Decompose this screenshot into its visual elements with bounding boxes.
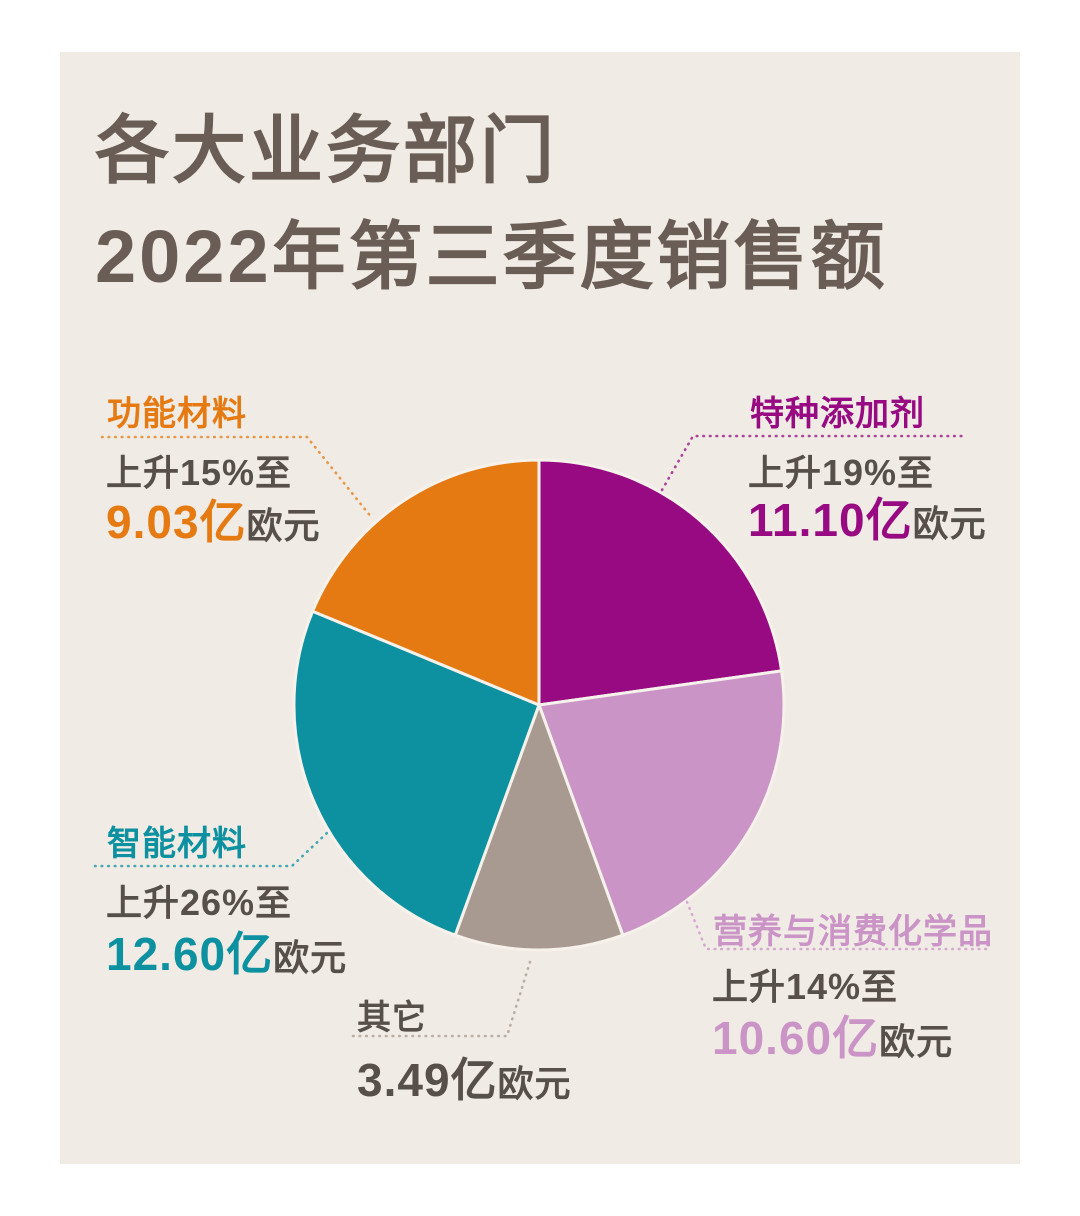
- amount-value: 3.49亿: [357, 1054, 498, 1106]
- callout-change-smart-materials: 上升26%至: [106, 882, 293, 923]
- pie-slices: [292, 458, 786, 952]
- amount-value: 11.10亿: [748, 494, 913, 546]
- pie-slice-functional-materials: [311, 458, 541, 707]
- callout-label-specialty-additives: 特种添加剂: [750, 395, 925, 433]
- callout-label-smart-materials: 智能材料: [107, 825, 247, 863]
- callout-amount-specialty-additives: 11.10亿欧元: [748, 484, 987, 550]
- pie-slice-specialty-additives: [537, 458, 784, 707]
- callout-amount-other: 3.49亿欧元: [357, 1044, 572, 1110]
- callout-label-functional-materials: 功能材料: [107, 395, 247, 433]
- callout-label-other: 其它: [357, 999, 427, 1037]
- callout-amount-nutrition-consumer-chemicals: 10.60亿欧元: [712, 1002, 953, 1068]
- callout-amount-smart-materials: 12.60亿欧元: [106, 918, 347, 984]
- amount-value: 12.60亿: [106, 928, 274, 980]
- leader-line-other: [351, 960, 532, 1038]
- amount-value: 10.60亿: [712, 1012, 880, 1064]
- callout-change-nutrition-consumer-chemicals: 上升14%至: [712, 966, 899, 1007]
- callout-amount-functional-materials: 9.03亿欧元: [106, 486, 321, 552]
- pie-slice-other: [453, 703, 625, 952]
- amount-unit: 欧元: [497, 1063, 572, 1104]
- callout-change-specialty-additives: 上升19%至: [748, 452, 935, 493]
- chart-title-line1: 各大业务部门: [95, 109, 557, 192]
- amount-unit: 欧元: [912, 503, 987, 544]
- leader-line-functional-materials: [100, 435, 374, 520]
- amount-unit: 欧元: [273, 937, 348, 978]
- callout-label-nutrition-consumer-chemicals: 营养与消费化学品: [713, 913, 993, 951]
- amount-unit: 欧元: [246, 505, 321, 546]
- amount-unit: 欧元: [879, 1021, 954, 1062]
- chart-title: 各大业务部门 2022年第三季度销售额: [95, 98, 888, 310]
- pie-slice-smart-materials: [292, 609, 541, 937]
- leader-line-smart-materials: [93, 830, 330, 868]
- leader-line-nutrition-consumer-chemicals: [685, 900, 989, 951]
- callout-change-functional-materials: 上升15%至: [106, 452, 293, 493]
- chart-title-line2: 2022年第三季度销售额: [95, 215, 888, 298]
- amount-value: 9.03亿: [106, 496, 247, 548]
- leader-lines: [93, 434, 989, 1038]
- leader-line-specialty-additives: [660, 434, 969, 492]
